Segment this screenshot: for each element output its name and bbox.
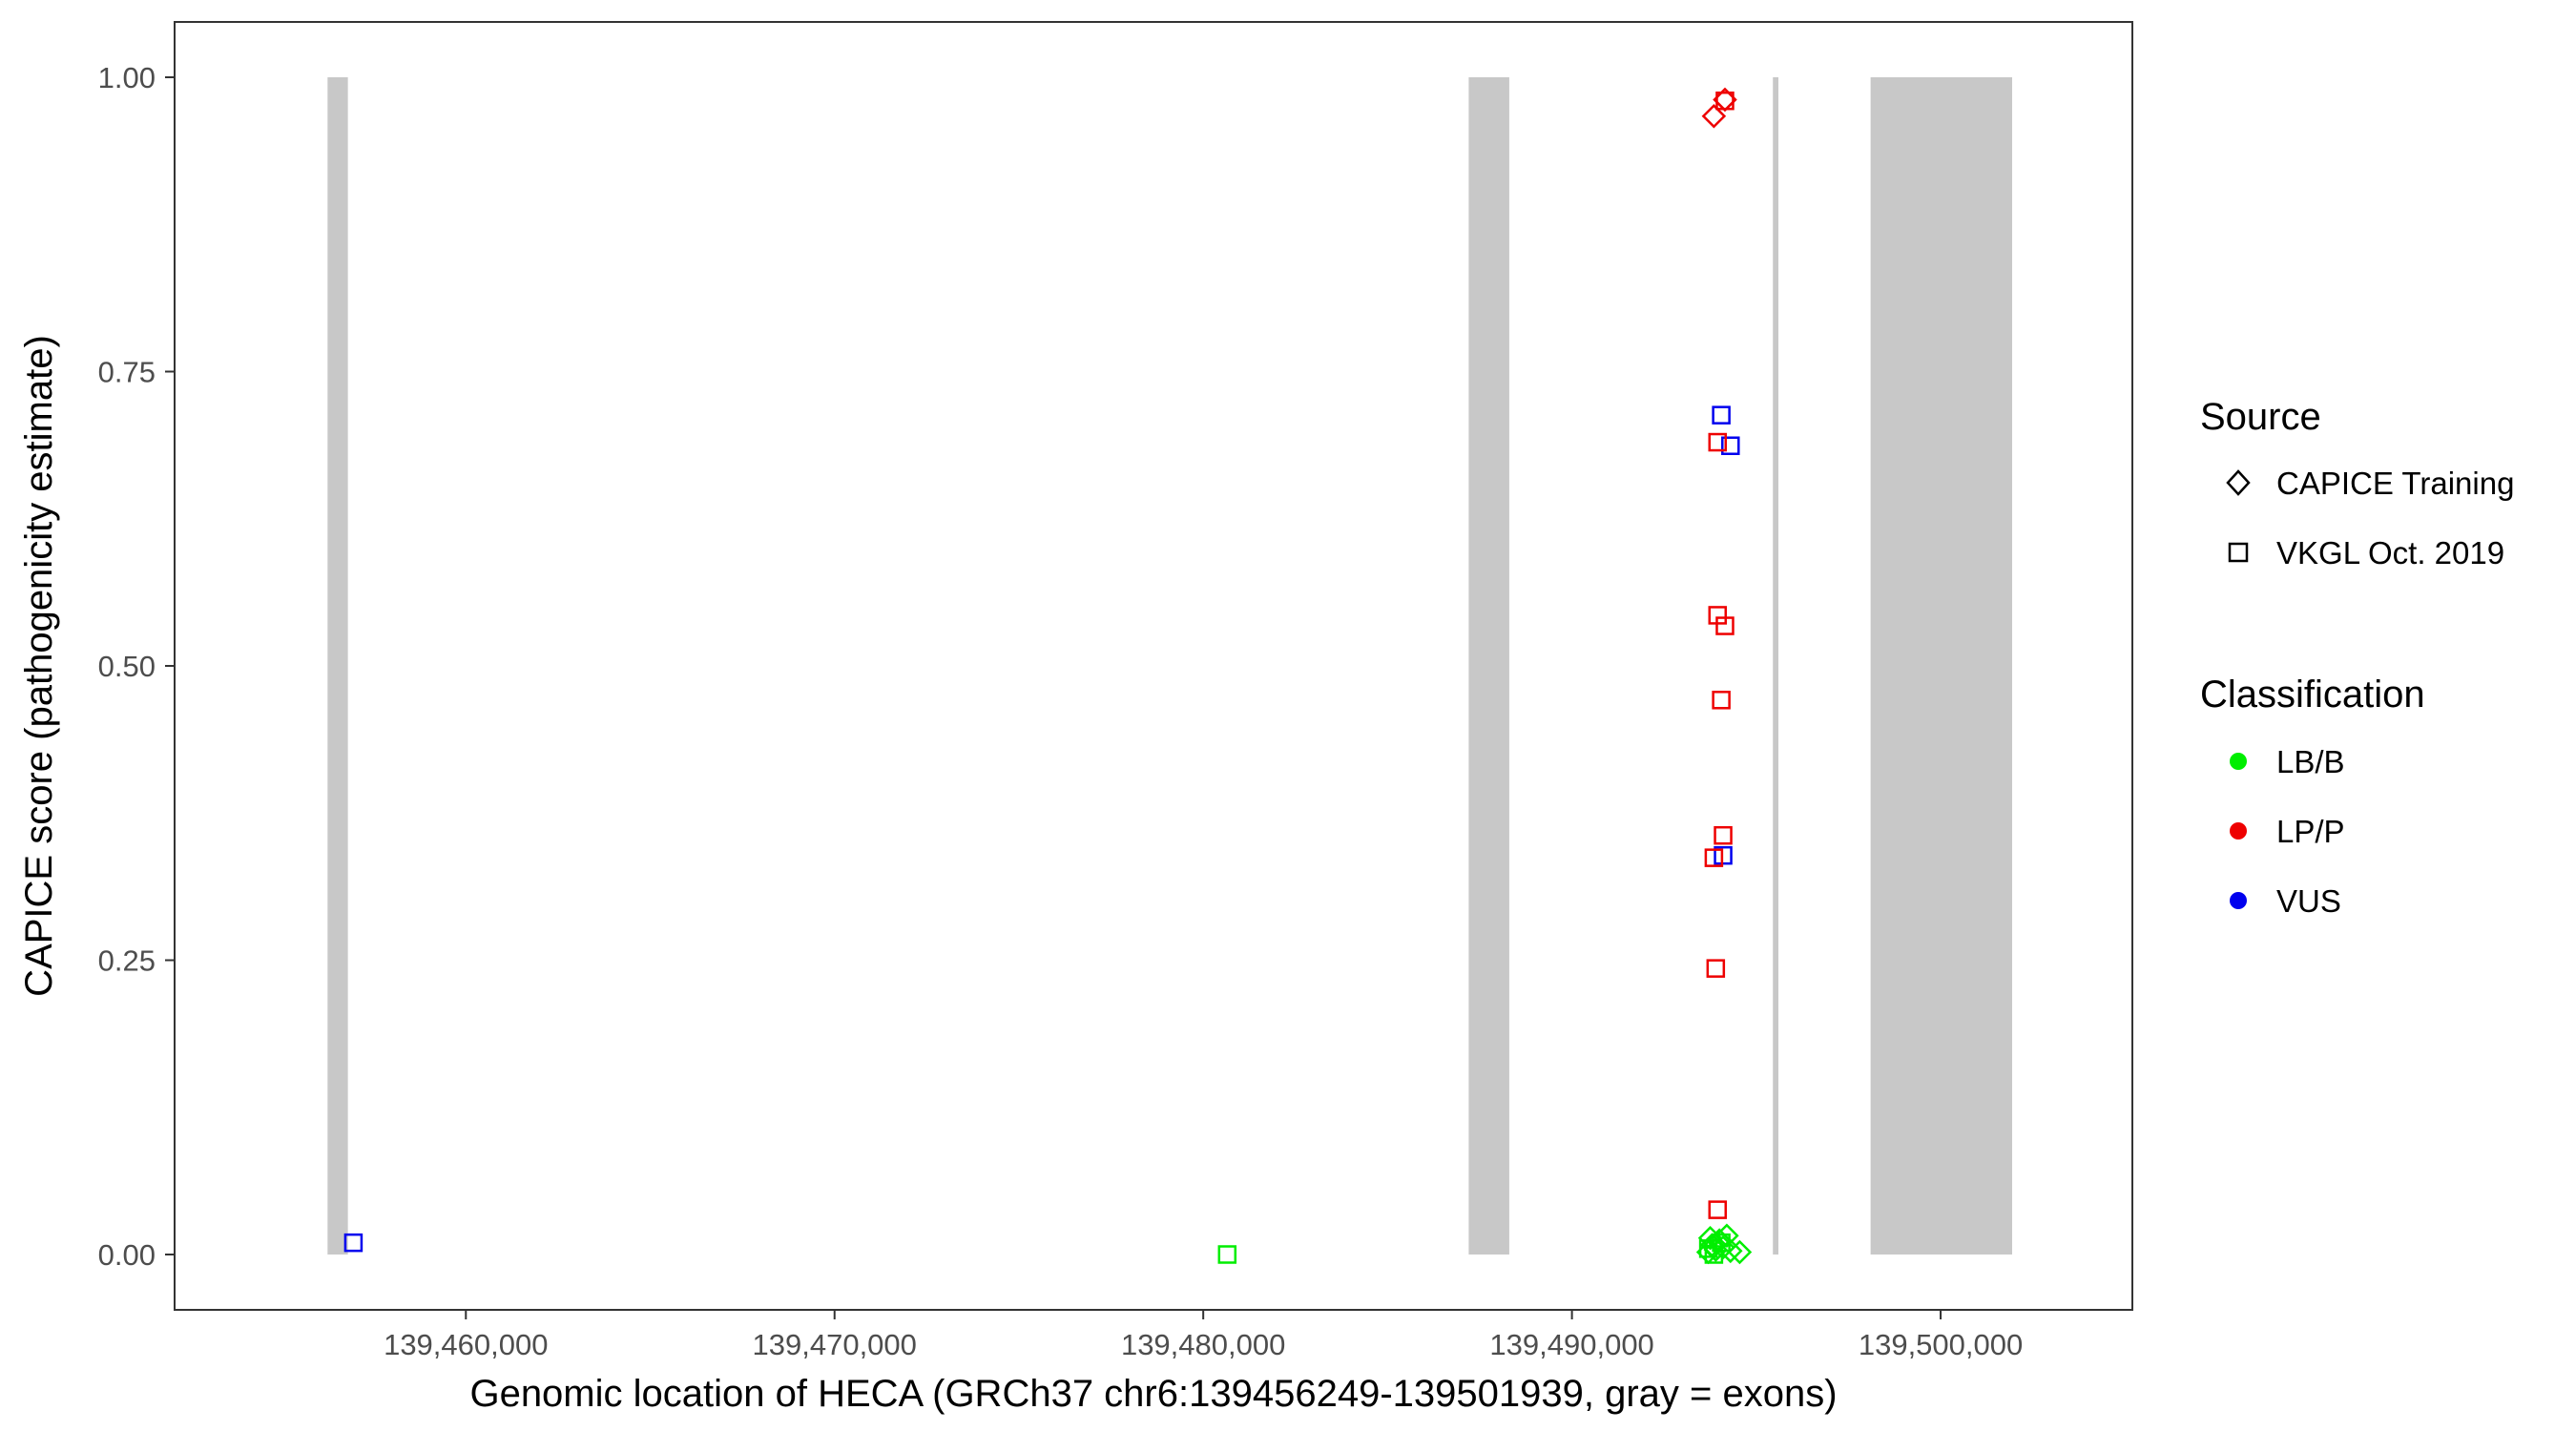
exon-band-1 bbox=[327, 76, 348, 1255]
data-point-diamond bbox=[1701, 103, 1727, 129]
y-tick-label: 0.75 bbox=[98, 355, 156, 388]
y-axis: 0.00 0.25 0.50 0.75 1.00 bbox=[98, 61, 175, 1272]
y-tick-label: 0.00 bbox=[98, 1238, 156, 1272]
legend-label-lb-b: LB/B bbox=[2276, 744, 2345, 779]
legend-label-vus: VUS bbox=[2276, 883, 2341, 919]
legend-item-vkgl-oct-2019: VKGL Oct. 2019 bbox=[2228, 535, 2504, 570]
data-point-diamond bbox=[1718, 1238, 1743, 1264]
legend-title-classification: Classification bbox=[2200, 674, 2425, 716]
legend: Source CAPICE Training VKGL Oct. 2019 Cl… bbox=[2200, 396, 2514, 919]
data-point-square bbox=[1698, 1239, 1718, 1258]
data-point-square bbox=[1712, 405, 1731, 425]
color-dot-icon bbox=[2230, 822, 2247, 840]
square-icon bbox=[2228, 542, 2249, 563]
exon-band-2 bbox=[1468, 76, 1509, 1255]
data-point-square bbox=[1715, 616, 1735, 635]
legend-label-vkgl-oct-2019: VKGL Oct. 2019 bbox=[2276, 535, 2504, 570]
data-point-square bbox=[1708, 1200, 1728, 1219]
data-points bbox=[343, 87, 1753, 1265]
color-dot-icon bbox=[2230, 753, 2247, 770]
x-tick-label: 139,500,000 bbox=[1859, 1328, 2023, 1361]
y-tick-label: 1.00 bbox=[98, 61, 156, 94]
legend-label-capice-training: CAPICE Training bbox=[2276, 466, 2514, 501]
legend-item-vus: VUS bbox=[2230, 883, 2341, 919]
color-dot-icon bbox=[2230, 892, 2247, 909]
data-point-square bbox=[1217, 1245, 1237, 1264]
data-point-square bbox=[1712, 1233, 1731, 1253]
exon-band-3 bbox=[1773, 76, 1779, 1255]
data-point-diamond bbox=[1713, 87, 1737, 113]
legend-item-capice-training: CAPICE Training bbox=[2226, 466, 2514, 501]
x-axis-title: Genomic location of HECA (GRCh37 chr6:13… bbox=[469, 1373, 1837, 1415]
exon-band-4 bbox=[1870, 76, 2012, 1255]
data-point-square bbox=[1714, 825, 1733, 845]
data-point-square bbox=[1712, 691, 1731, 710]
y-tick-label: 0.25 bbox=[98, 944, 156, 978]
x-tick-label: 139,470,000 bbox=[753, 1328, 917, 1361]
legend-title-source: Source bbox=[2200, 396, 2321, 438]
plot-panel-border bbox=[174, 21, 2133, 1311]
legend-label-lp-p: LP/P bbox=[2276, 814, 2345, 849]
data-point-diamond bbox=[1727, 1239, 1753, 1265]
data-point-square bbox=[1708, 432, 1728, 452]
data-point-square bbox=[1704, 848, 1724, 867]
x-tick-label: 139,480,000 bbox=[1121, 1328, 1285, 1361]
legend-item-lp-p: LP/P bbox=[2230, 814, 2345, 849]
exon-bands bbox=[327, 76, 2012, 1255]
data-point-diamond bbox=[1714, 1223, 1739, 1249]
data-point-square bbox=[343, 1233, 364, 1253]
x-axis: 139,460,000 139,470,000 139,480,000 139,490… bbox=[384, 1310, 2023, 1361]
y-tick-label: 0.50 bbox=[98, 650, 156, 683]
x-tick-label: 139,460,000 bbox=[384, 1328, 548, 1361]
diamond-icon bbox=[2226, 469, 2251, 496]
legend-item-lb-b: LB/B bbox=[2230, 744, 2345, 779]
data-point-square bbox=[1721, 436, 1740, 455]
x-tick-label: 139,490,000 bbox=[1489, 1328, 1653, 1361]
data-point-square bbox=[1706, 959, 1726, 978]
y-axis-title: CAPICE score (pathogenicity estimate) bbox=[18, 335, 60, 997]
